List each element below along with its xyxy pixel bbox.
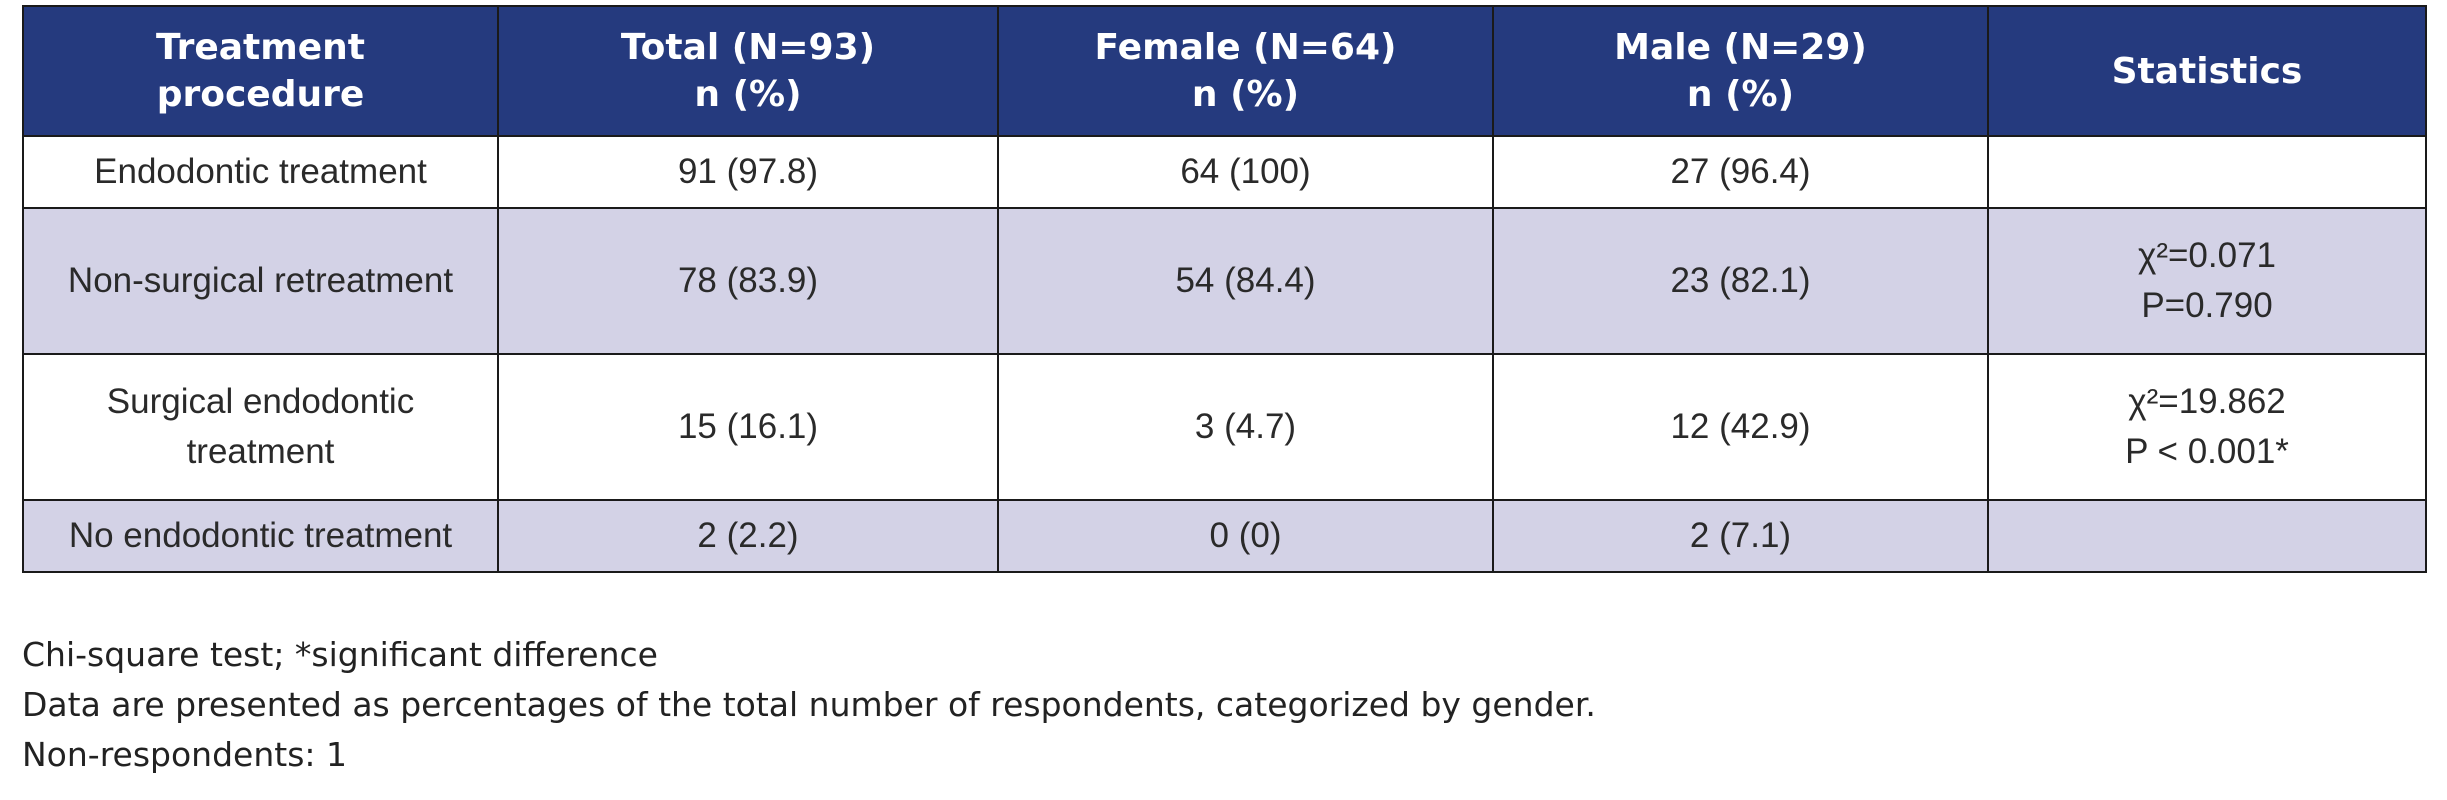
footnote-non-respondents: Non-respondents: 1 xyxy=(22,735,347,774)
header-treatment-procedure: Treatment procedure xyxy=(22,5,499,137)
chi-square-value: χ²=19.862 xyxy=(2128,382,2286,421)
statistics-cell: χ²=0.071 P=0.790 xyxy=(1987,207,2427,355)
male-cell: 27 (96.4) xyxy=(1492,135,1989,209)
table-row: Surgical endodontic treatment 15 (16.1) … xyxy=(22,353,2427,501)
male-cell: 12 (42.9) xyxy=(1492,353,1989,501)
p-value: P < 0.001* xyxy=(2125,432,2289,471)
table-footnotes: Chi-square test; *significant difference… xyxy=(22,630,1596,780)
p-value: P=0.790 xyxy=(2141,286,2273,325)
female-cell: 64 (100) xyxy=(997,135,1494,209)
statistics-cell xyxy=(1987,499,2427,573)
male-cell: 2 (7.1) xyxy=(1492,499,1989,573)
header-line: n (%) xyxy=(1191,74,1300,115)
chi-square-value: χ²=0.071 xyxy=(2137,236,2277,275)
total-cell: 2 (2.2) xyxy=(497,499,999,573)
total-cell: 15 (16.1) xyxy=(497,353,999,501)
statistics-cell xyxy=(1987,135,2427,209)
table-row: No endodontic treatment 2 (2.2) 0 (0) 2 … xyxy=(22,499,2427,573)
table-row: Non-surgical retreatment 78 (83.9) 54 (8… xyxy=(22,207,2427,355)
total-cell: 91 (97.8) xyxy=(497,135,999,209)
procedure-cell: Non-surgical retreatment xyxy=(22,207,499,355)
female-cell: 3 (4.7) xyxy=(997,353,1494,501)
header-line: Treatment xyxy=(155,27,366,68)
header-line: n (%) xyxy=(694,74,802,115)
procedure-cell: No endodontic treatment xyxy=(22,499,499,573)
footnote-statistics-test: Chi-square test; *significant difference xyxy=(22,635,658,674)
procedure-cell: Surgical endodontic treatment xyxy=(22,353,499,501)
header-line: procedure xyxy=(156,74,365,115)
statistics-cell: χ²=19.862 P < 0.001* xyxy=(1987,353,2427,501)
header-line: Male (N=29) xyxy=(1614,27,1867,68)
procedure-cell: Endodontic treatment xyxy=(22,135,499,209)
header-line: n (%) xyxy=(1686,74,1795,115)
total-cell: 78 (83.9) xyxy=(497,207,999,355)
header-statistics: Statistics xyxy=(1987,5,2427,137)
header-line: Statistics xyxy=(2111,50,2303,92)
header-line: Total (N=93) xyxy=(620,27,876,68)
header-female: Female (N=64) n (%) xyxy=(997,5,1494,137)
header-male: Male (N=29) n (%) xyxy=(1492,5,1989,137)
header-line: Female (N=64) xyxy=(1094,27,1397,68)
male-cell: 23 (82.1) xyxy=(1492,207,1989,355)
treatment-procedure-table: Treatment procedure Total (N=93) n (%) F… xyxy=(22,5,2427,573)
results-table-container: Treatment procedure Total (N=93) n (%) F… xyxy=(22,5,2427,573)
footnote-data-presentation: Data are presented as percentages of the… xyxy=(22,685,1596,724)
header-total: Total (N=93) n (%) xyxy=(497,5,999,137)
female-cell: 54 (84.4) xyxy=(997,207,1494,355)
table-row: Endodontic treatment 91 (97.8) 64 (100) … xyxy=(22,135,2427,209)
table-header-row: Treatment procedure Total (N=93) n (%) F… xyxy=(22,5,2427,137)
female-cell: 0 (0) xyxy=(997,499,1494,573)
